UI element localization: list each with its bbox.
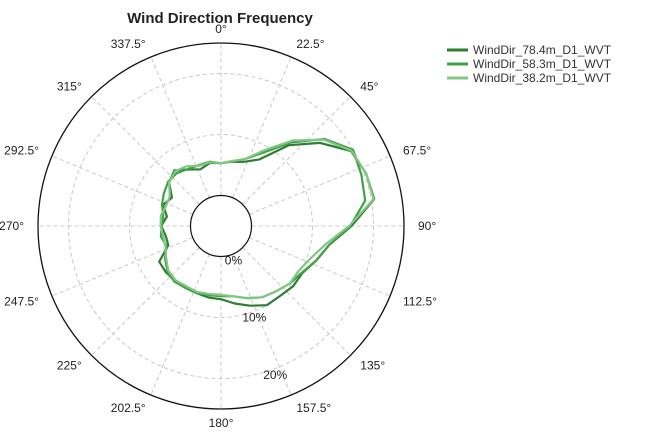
legend-label: WindDir_58.3m_D1_WVT — [473, 57, 612, 71]
ring-labels: 0% 10% 20% — [225, 253, 288, 382]
direction-label: 0° — [215, 22, 227, 36]
direction-label: 90° — [418, 219, 436, 233]
direction-label: 180° — [209, 416, 234, 430]
spoke-14 — [91, 96, 200, 205]
legend-label: WindDir_78.4m_D1_WVT — [473, 43, 612, 57]
direction-label: 315° — [57, 80, 82, 94]
direction-label: 135° — [360, 358, 385, 372]
direction-label: 292.5° — [4, 144, 39, 158]
direction-label: 22.5° — [296, 37, 324, 51]
spoke-2 — [242, 96, 351, 205]
polar-grid — [37, 42, 405, 410]
direction-labels: 0° 22.5° 45° 67.5° 90° 112.5° 135° 157.5° 180° 20… — [0, 22, 437, 430]
ring-2 — [68, 73, 374, 379]
ring-label: 10% — [242, 311, 266, 325]
direction-label: 202.5° — [111, 401, 146, 415]
spoke-3 — [248, 155, 391, 215]
spoke-10 — [91, 247, 200, 356]
direction-label: 157.5° — [296, 401, 331, 415]
direction-label: 45° — [360, 80, 378, 94]
series-group — [158, 137, 376, 307]
spoke-9 — [150, 253, 210, 396]
spoke-6 — [242, 247, 351, 356]
direction-label: 112.5° — [403, 294, 437, 308]
series-line-2 — [159, 137, 367, 300]
spoke-15 — [150, 56, 210, 199]
direction-label: 67.5° — [403, 144, 431, 158]
spoke-5 — [248, 237, 391, 297]
ring-label: 20% — [263, 368, 287, 382]
series-line-3 — [159, 138, 375, 300]
direction-label: 247.5° — [4, 294, 39, 308]
legend: WindDir_78.4m_D1_WVTWindDir_58.3m_D1_WVT… — [447, 43, 612, 85]
chart-title: Wind Direction Frequency — [127, 10, 313, 27]
ring-1 — [129, 134, 313, 318]
spoke-7 — [232, 253, 292, 396]
ring-label: 0% — [225, 253, 243, 267]
center-circle — [189, 194, 253, 258]
legend-label: WindDir_38.2m_D1_WVT — [473, 71, 612, 85]
outer-circle — [37, 42, 405, 410]
direction-label: 337.5° — [111, 37, 146, 51]
spoke-13 — [51, 155, 194, 215]
spoke-1 — [232, 56, 292, 199]
spoke-11 — [51, 237, 194, 297]
direction-label: 270° — [0, 219, 24, 233]
direction-label: 225° — [57, 358, 82, 372]
